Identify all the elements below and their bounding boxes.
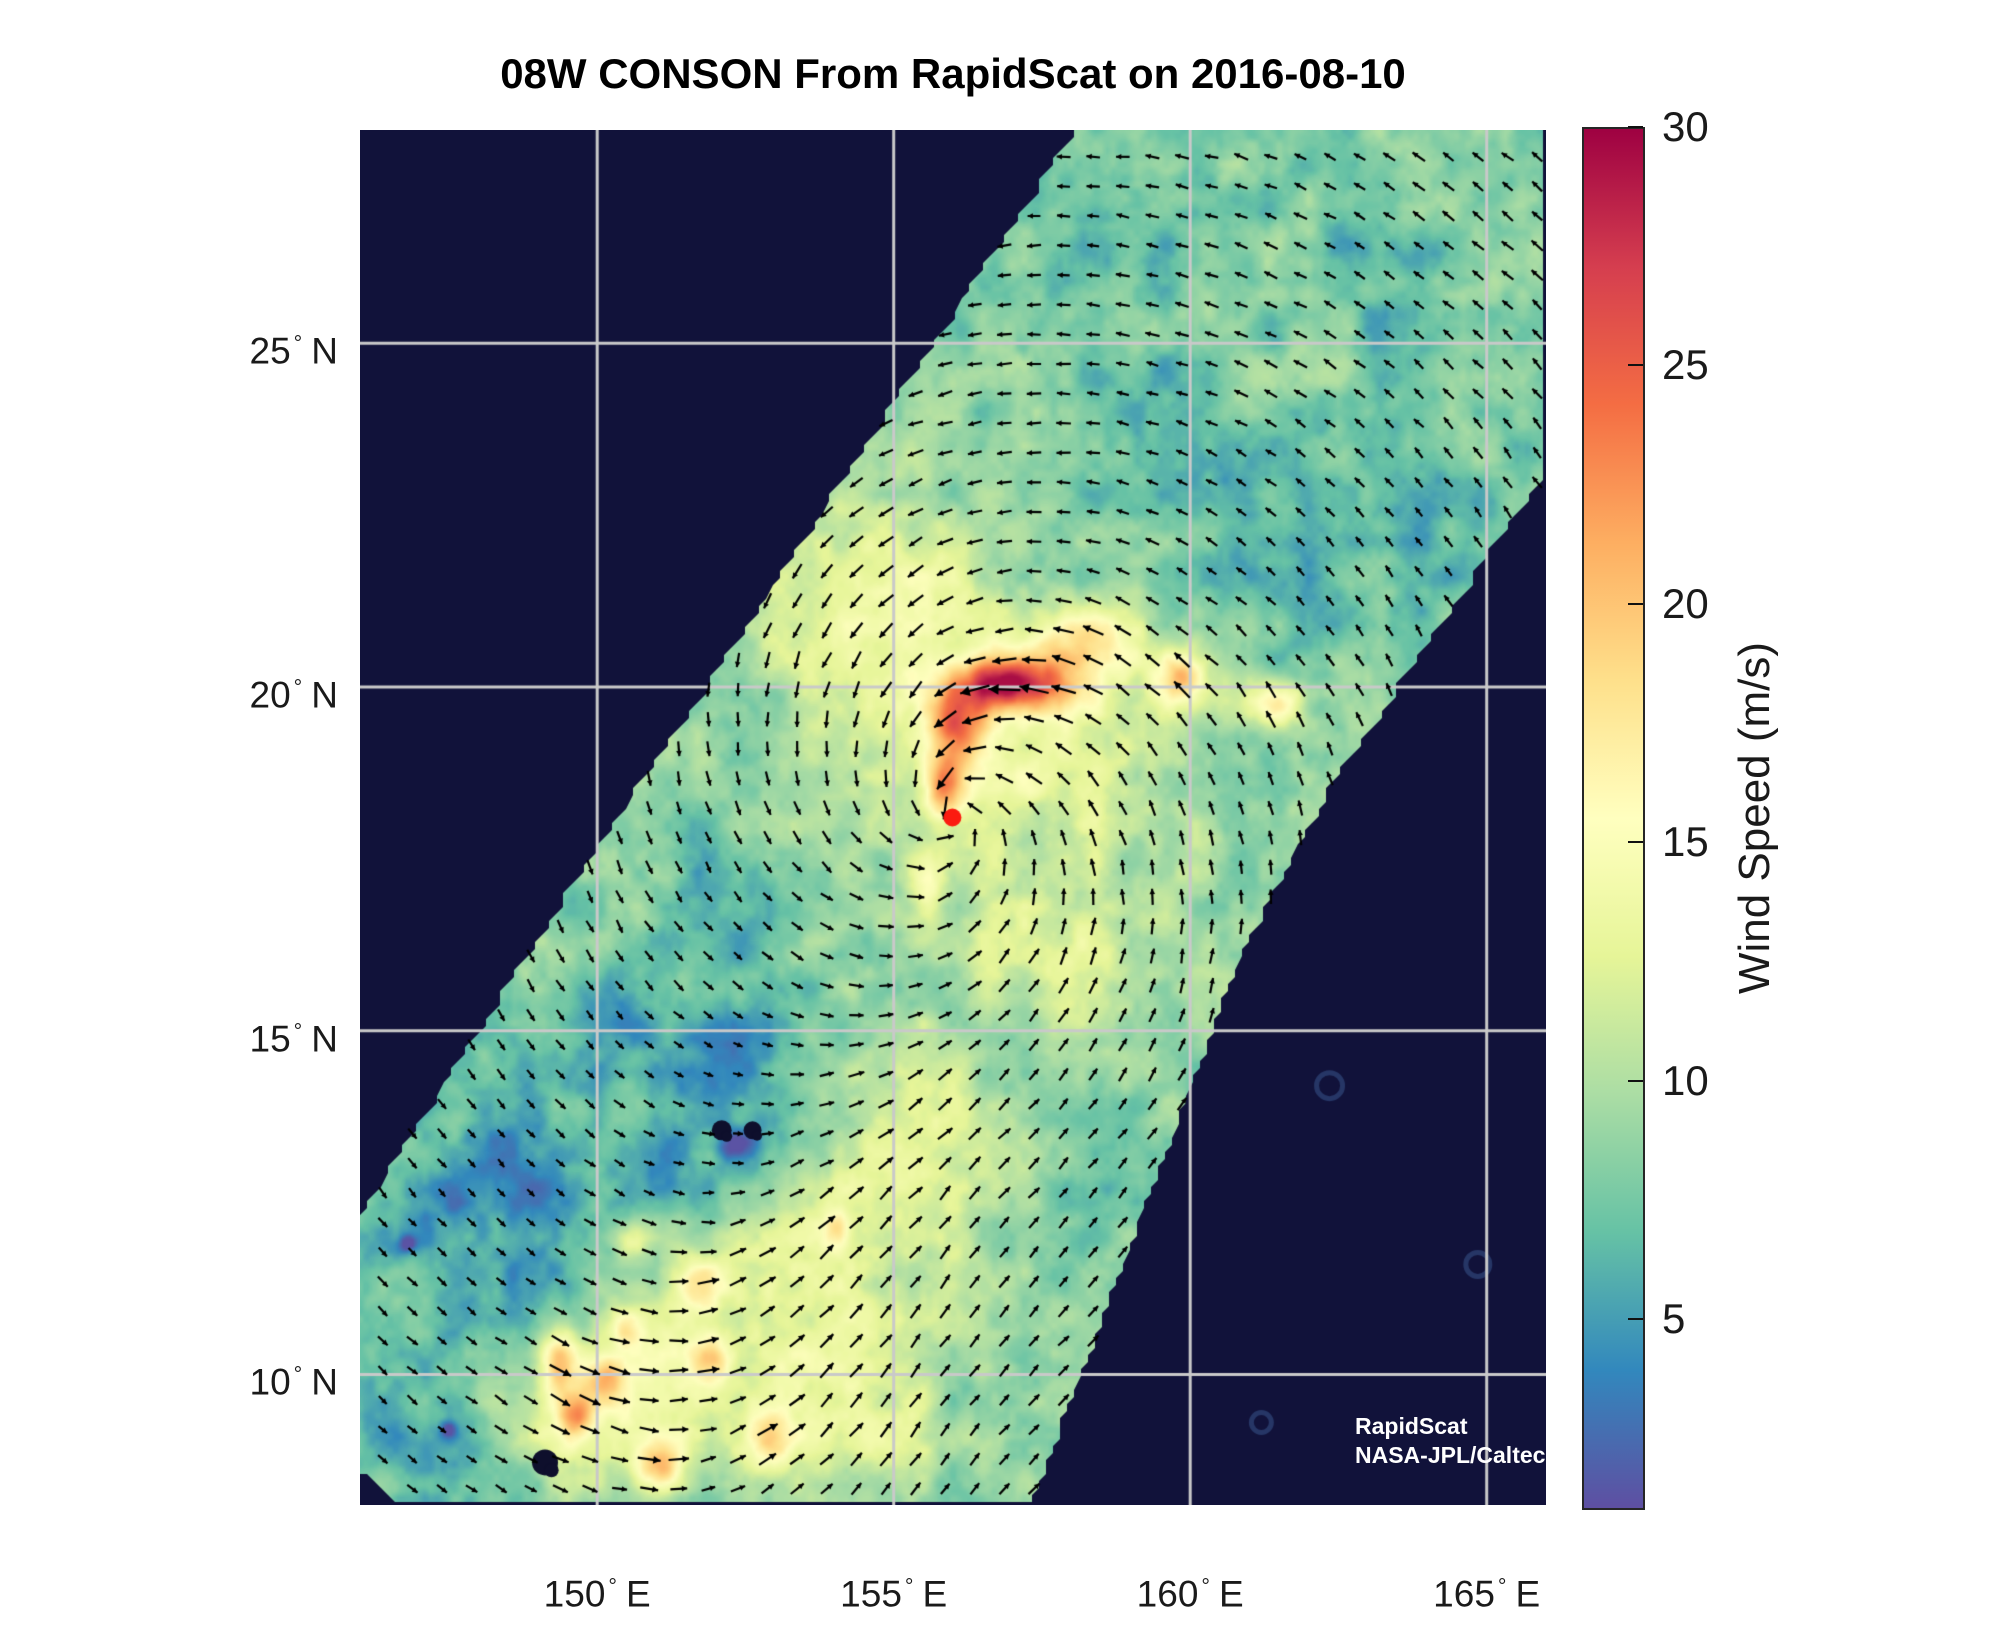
colorbar-tick-30 <box>1628 126 1643 128</box>
lat-tick-label-10n: 10 ° N <box>249 1361 338 1403</box>
colorbar-tick-25 <box>1628 364 1643 367</box>
colorbar-tick-label-15: 15 <box>1662 818 1709 866</box>
lat-tick-label-25n: 25 ° N <box>249 330 338 372</box>
colorbar-tick-15 <box>1628 841 1643 844</box>
lon-tick-label-155e: 155 ° E <box>840 1573 948 1615</box>
colorbar-tick-5 <box>1628 1318 1643 1321</box>
lat-tick-label-20n: 20 ° N <box>249 674 338 716</box>
colorbar-tick-label-30: 30 <box>1662 103 1709 150</box>
wind-speed-map-canvas <box>360 130 1546 1505</box>
colorbar-title: Wind Speed (m/s) <box>1730 641 1779 995</box>
colorbar-tick-label-5: 5 <box>1662 1295 1686 1343</box>
map-plot-area: RapidScat NASA-JPL/Caltech <box>360 130 1559 1505</box>
lat-tick-label-15n: 15 ° N <box>249 1017 338 1059</box>
colorbar-tick-label-25: 25 <box>1662 341 1709 389</box>
credit-line-instrument: RapidScat <box>1355 1413 1468 1439</box>
credit-line-agency: NASA-JPL/Caltech <box>1355 1442 1560 1468</box>
lon-tick-label-165e: 165 ° E <box>1433 1573 1541 1615</box>
colorbar-tick-10 <box>1628 1079 1643 1082</box>
colorbar-tick-label-20: 20 <box>1662 579 1709 627</box>
chart-title: 08W CONSON From RapidScat on 2016-08-10 <box>500 50 1406 97</box>
lon-tick-label-150e: 150 ° E <box>543 1573 651 1615</box>
data-credit: RapidScat NASA-JPL/Caltech <box>1355 1412 1559 1470</box>
colorbar-tick-20 <box>1628 602 1643 605</box>
colorbar <box>1582 127 1645 1510</box>
colorbar-tick-label-10: 10 <box>1662 1056 1709 1104</box>
lon-tick-label-160e: 160 ° E <box>1136 1573 1244 1615</box>
